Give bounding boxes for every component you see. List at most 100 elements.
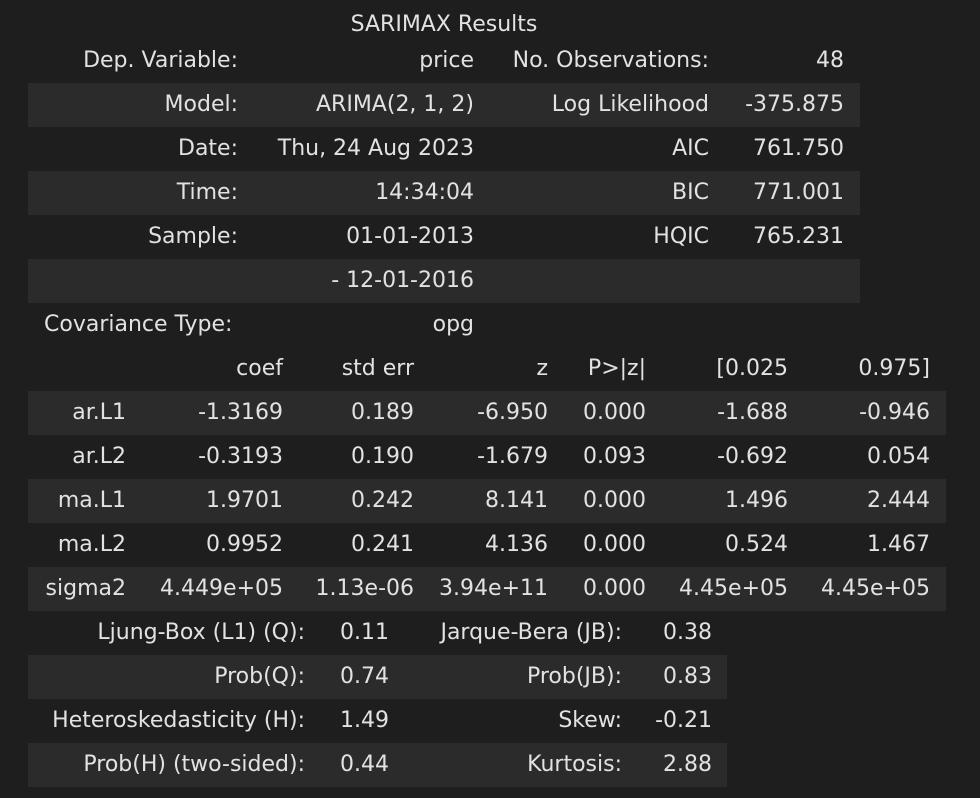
coef-header-0 [28, 347, 126, 391]
diagnostics-value: 0.38 [663, 620, 712, 645]
summary-label: Time: [176, 180, 238, 205]
diagnostics-label: Ljung-Box (L1) (Q): [97, 620, 305, 645]
coef-header-5: [0.025 [716, 356, 788, 381]
diagnostics-row: Prob(H) (two-sided): 0.44 Kurtosis: 2.88 [28, 743, 727, 787]
coef-value: 4.449e+05 [160, 576, 283, 601]
summary-row: - 12-01-2016 [28, 259, 860, 303]
coef-value: 8.141 [485, 488, 548, 513]
diagnostics-label: Jarque-Bera (JB): [440, 620, 622, 645]
summary-value [718, 259, 844, 303]
summary-value: 48 [816, 48, 844, 73]
coef-header-6: 0.975] [858, 356, 930, 381]
coef-header-3: z [536, 356, 548, 381]
coef-value: -0.3193 [198, 444, 283, 469]
coef-value: -1.3169 [198, 400, 283, 425]
summary-label: Log Likelihood [551, 92, 709, 117]
summary-label [28, 259, 238, 303]
coef-header-2: std err [341, 356, 414, 381]
summary-label: Dep. Variable: [83, 48, 238, 73]
coef-row: ar.L2 -0.3193 0.190 -1.679 0.093 -0.692 0.054 [28, 435, 946, 479]
summary-value: Thu, 24 Aug 2023 [277, 136, 474, 161]
summary-value: price [419, 48, 474, 73]
diagnostics-value: 2.88 [663, 752, 712, 777]
diagnostics-value: -0.21 [655, 708, 712, 733]
summary-row: Model: ARIMA(2, 1, 2) Log Likelihood -375.8… [28, 83, 860, 127]
summary-label: AIC [672, 136, 709, 161]
summary-row: Covariance Type: opg [28, 303, 860, 347]
diagnostics-row: Prob(Q): 0.74 Prob(JB): 0.83 [28, 655, 727, 699]
diagnostics-value: 1.49 [340, 708, 389, 733]
diagnostics-label: Kurtosis: [527, 752, 622, 777]
coef-row: ar.L1 -1.3169 0.189 -6.950 0.000 -1.688 -0.946 [28, 391, 946, 435]
coef-value: 3.94e+11 [439, 576, 548, 601]
summary-value: 771.001 [753, 180, 844, 205]
coef-value: 4.136 [485, 532, 548, 557]
results-title: SARIMAX Results [350, 12, 538, 37]
coef-value: 4.45e+05 [679, 576, 788, 601]
coef-param: ar.L1 [72, 400, 126, 425]
coef-value: -6.950 [477, 400, 548, 425]
diagnostics-row: Ljung-Box (L1) (Q): 0.11 Jarque-Bera (JB):… [28, 611, 727, 655]
coef-header-4: P>|z| [587, 356, 646, 381]
diagnostics-label: Skew: [558, 708, 622, 733]
coef-value: 0.000 [583, 400, 646, 425]
coef-value: 1.9701 [206, 488, 283, 513]
coef-value: 0.242 [351, 488, 414, 513]
summary-label: HQIC [653, 224, 709, 249]
coef-value: 0.000 [583, 532, 646, 557]
summary-value [718, 303, 844, 347]
diagnostics-label: Prob(H) (two-sided): [83, 752, 305, 777]
coef-value: 2.444 [867, 488, 930, 513]
summary-value: -375.875 [745, 92, 844, 117]
coef-row: ma.L1 1.9701 0.242 8.141 0.000 1.496 2.444 [28, 479, 946, 523]
summary-label: BIC [672, 180, 709, 205]
coef-header-row: coef std err z P>|z| [0.025 0.975] [28, 347, 946, 391]
summary-value: ARIMA(2, 1, 2) [316, 92, 474, 117]
summary-row: Sample: 01-01-2013 HQIC 765.231 [28, 215, 860, 259]
coef-value: 0.190 [351, 444, 414, 469]
coef-param: ma.L1 [57, 488, 126, 513]
diagnostics-label: Prob(Q): [214, 664, 305, 689]
summary-value: 761.750 [753, 136, 844, 161]
summary-label: Covariance Type: [44, 312, 233, 337]
coef-value: 0.9952 [206, 532, 283, 557]
coef-row: ma.L2 0.9952 0.241 4.136 0.000 0.524 1.467 [28, 523, 946, 567]
summary-value: 765.231 [753, 224, 844, 249]
coef-value: 0.000 [583, 488, 646, 513]
summary-row: Date: Thu, 24 Aug 2023 AIC 761.750 [28, 127, 860, 171]
coef-row: sigma2 4.449e+05 1.13e-06 3.94e+11 0.000 4.45… [28, 567, 946, 611]
coef-value: 1.496 [725, 488, 788, 513]
coef-value: 0.054 [867, 444, 930, 469]
diagnostics-label: Prob(JB): [526, 664, 622, 689]
summary-label: Date: [178, 136, 238, 161]
summary-label: No. Observations: [512, 48, 709, 73]
diagnostics-label: Heteroskedasticity (H): [52, 708, 305, 733]
coef-value: -0.692 [717, 444, 788, 469]
coef-value: -0.946 [859, 400, 930, 425]
diagnostics-value: 0.74 [340, 664, 389, 689]
summary-value: - 12-01-2016 [331, 268, 474, 293]
coef-value: -1.679 [477, 444, 548, 469]
coef-param: ma.L2 [57, 532, 126, 557]
summary-value: 01-01-2013 [346, 224, 474, 249]
summary-value: 14:34:04 [375, 180, 474, 205]
coef-value: -1.688 [717, 400, 788, 425]
diagnostics-value: 0.11 [340, 620, 389, 645]
coef-param: sigma2 [45, 576, 126, 601]
summary-value: opg [432, 312, 474, 337]
coef-param: ar.L2 [72, 444, 126, 469]
summary-label [488, 259, 709, 303]
summary-label: Sample: [148, 224, 238, 249]
coef-value: 0.524 [725, 532, 788, 557]
coef-value: 4.45e+05 [821, 576, 930, 601]
coef-header-1: coef [236, 356, 283, 381]
coef-value: 1.467 [867, 532, 930, 557]
summary-row: Time: 14:34:04 BIC 771.001 [28, 171, 860, 215]
coef-value: 1.13e-06 [315, 576, 414, 601]
coef-value: 0.241 [351, 532, 414, 557]
diagnostics-value: 0.83 [663, 664, 712, 689]
summary-label [488, 303, 709, 347]
summary-row: Dep. Variable: price No. Observations: 48 [28, 39, 860, 83]
coef-value: 0.000 [583, 576, 646, 601]
coef-value: 0.189 [351, 400, 414, 425]
